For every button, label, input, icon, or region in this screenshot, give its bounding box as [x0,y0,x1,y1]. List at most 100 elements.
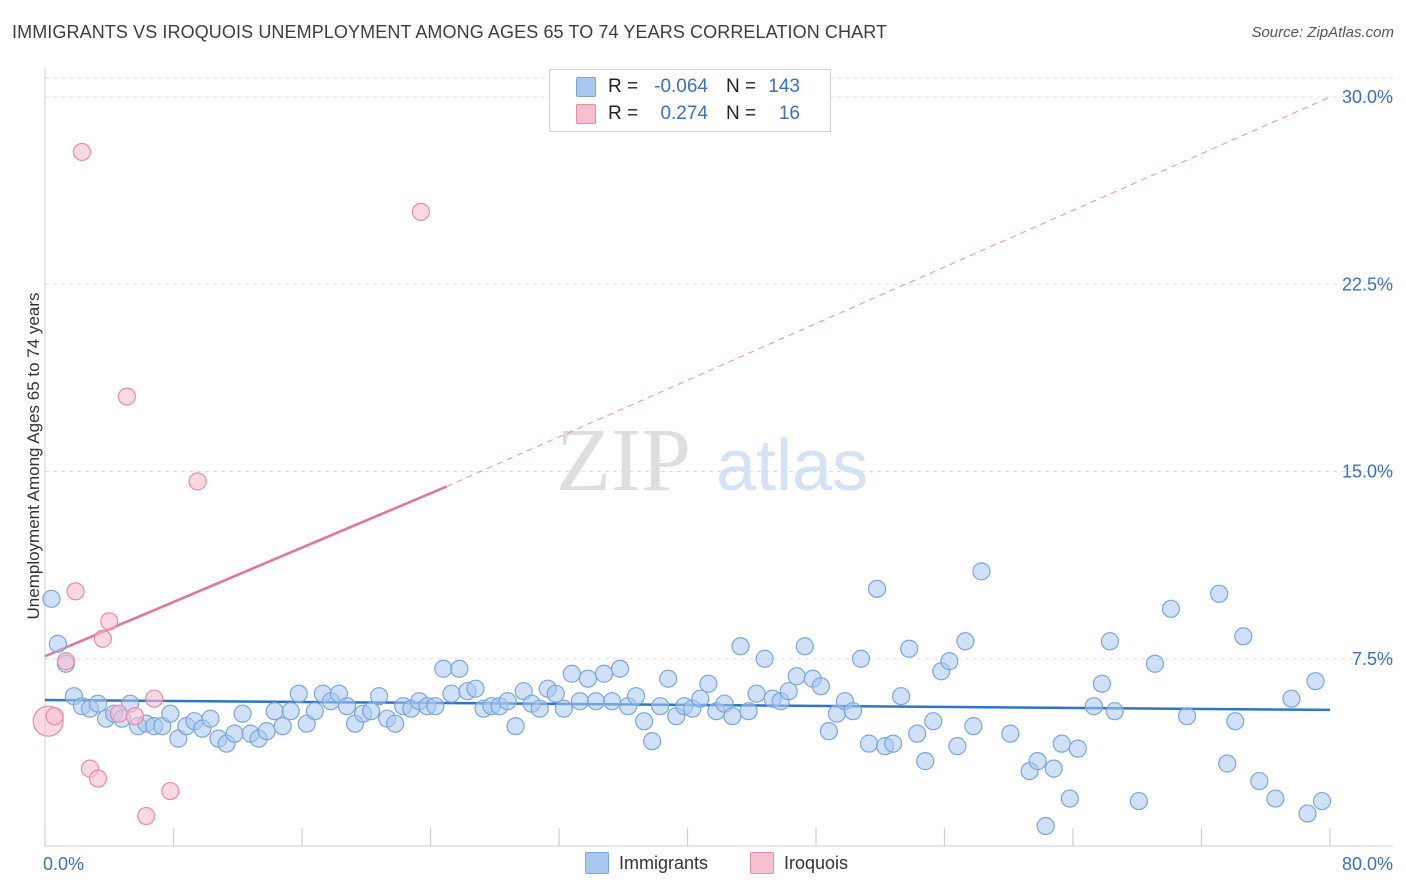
watermark-zip: ZIP [556,411,691,510]
data-points [32,142,1332,836]
immigrants-point [1105,702,1124,721]
immigrants-point [361,702,381,721]
immigrants-point [924,712,943,731]
immigrants-point [1250,771,1269,791]
immigrants-point [570,692,589,711]
iroquois-point [88,769,108,788]
immigrants-point [956,632,975,651]
iroquois-trendline-extension [446,96,1331,487]
legend-n-value: 143 [768,76,800,97]
immigrants-point [1084,697,1103,716]
legend-r-label: R = [608,76,639,97]
immigrants-point [643,732,662,751]
legend-n-value: 16 [778,103,800,124]
y-tick-label: 22.5% [1342,274,1393,294]
immigrants-point [498,692,517,711]
source-attribution: Source: ZipAtlas.com [1251,24,1394,41]
immigrants-point [578,669,598,688]
immigrants-point [233,704,252,723]
immigrants-point [450,659,469,678]
y-tick-label: 30.0% [1342,87,1393,107]
iroquois-point [117,387,137,406]
immigrants-point [1060,789,1079,808]
immigrants-point [1129,791,1148,811]
iroquois-point [56,652,75,671]
bottom-swatch-iroquois [750,852,774,874]
immigrants-point [201,709,220,728]
immigrants-point [819,722,838,741]
immigrants-point [1028,752,1047,771]
immigrants-point [755,649,774,668]
immigrants-point [787,667,806,686]
immigrants-point [305,702,324,721]
immigrants-point [466,679,485,698]
legend-row-iroquois: R = 0.274 N = 16 [550,101,800,127]
immigrants-point [892,687,911,706]
immigrants-point [88,694,108,713]
immigrants-point [1266,789,1285,808]
immigrants-point [562,664,581,683]
immigrants-point [908,724,927,743]
legend-n-label: N = [726,103,757,124]
tick-labels: 7.5% 15.0% 22.5% 30.0% 0.0% 80.0% [43,87,1393,874]
legend-n-label: N = [726,76,757,97]
immigrants-point [434,659,453,678]
iroquois-point [72,142,92,162]
immigrants-point [1312,791,1332,811]
iroquois-point [100,612,119,631]
immigrants-point [426,697,445,716]
y-tick-label: 7.5% [1352,649,1393,669]
iroquois-point [411,202,430,221]
immigrants-point [554,699,573,718]
immigrants-point [610,659,630,678]
immigrants-point [281,702,300,721]
immigrants-point [739,702,758,721]
immigrants-point [731,637,750,656]
bottom-label-immigrants: Immigrants [619,852,709,873]
immigrants-point [883,734,903,753]
immigrants-point [916,752,935,771]
immigrants-point [265,702,284,721]
immigrants-point [42,589,61,608]
immigrants-point [1001,724,1020,743]
immigrants-point [1218,754,1237,773]
immigrants-point [48,634,67,653]
immigrants-point [1226,712,1245,731]
immigrants-point [1068,739,1087,758]
immigrants-point [779,682,798,701]
y-tick-label: 15.0% [1342,462,1393,482]
immigrants-point [161,704,180,723]
immigrants-point [1210,584,1229,603]
iroquois-point [125,707,145,726]
immigrants-point [795,637,814,656]
bottom-legend-iroquois: Iroquois [750,852,848,874]
immigrants-point [273,717,292,736]
immigrants-point [1298,804,1317,823]
immigrants-point [289,684,308,703]
immigrants-point [747,684,766,703]
immigrants-point [546,684,565,703]
immigrants-point [586,692,606,711]
immigrants-point [594,664,614,683]
immigrants-point [964,717,983,736]
legend-r-label: R = [608,103,639,124]
immigrants-point [867,579,887,598]
immigrants-point [940,652,959,671]
immigrants-point [225,724,244,743]
immigrants-point [948,737,967,756]
iroquois-point [188,472,207,491]
immigrants-point [1177,707,1197,726]
legend-row-immigrants: R = -0.064 N = 143 [550,74,800,100]
watermark-atlas: atlas [716,426,868,506]
immigrants-point [337,697,357,716]
immigrants-point [723,707,742,726]
immigrants-point [811,677,830,696]
watermark: ZIP atlas [556,411,868,510]
immigrants-point [1306,672,1325,691]
immigrants-point [1161,599,1181,618]
immigrants-point [1044,759,1063,778]
immigrants-point [1282,689,1301,708]
trend-lines [44,96,1331,712]
iroquois-point [137,806,156,826]
